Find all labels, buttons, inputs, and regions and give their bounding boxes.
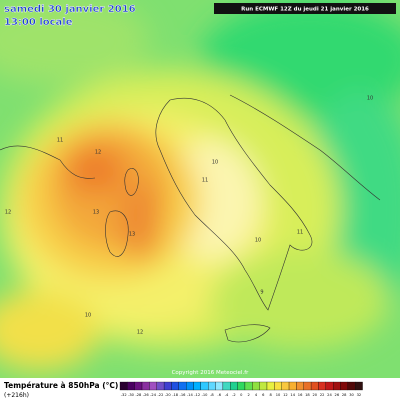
color-scale: -32 -30 -28 -26 -24 -22 -20 -18 -16 -14 -12 -10 -8 -6…: [119, 381, 363, 397]
scale-swatch: [288, 381, 297, 391]
scale-swatch: [274, 381, 282, 391]
run-box: [214, 3, 396, 14]
legend-title: Température à 850hPa (°C): [4, 381, 118, 390]
scale-swatch: [281, 381, 290, 391]
lead-time: (+216h): [4, 392, 29, 399]
contour-label: 11: [202, 178, 208, 184]
scale-label: 20: [312, 393, 317, 397]
scale-label: 10: [276, 393, 281, 397]
scale-label: -24: [150, 393, 157, 397]
scale-swatch: [340, 381, 348, 391]
copyright: Copyright 2016 Meteociel.fr: [172, 370, 250, 376]
scale-swatch: [266, 381, 275, 391]
scale-label: 0: [240, 393, 243, 397]
scale-swatch: [252, 381, 260, 391]
scale-label: -30: [128, 393, 135, 397]
scale-label: -12: [194, 393, 200, 397]
scale-swatch: [193, 381, 201, 391]
scale-label: 24: [327, 393, 332, 397]
contour-label: 10: [85, 313, 91, 319]
scale-swatch: [347, 381, 356, 391]
scale-swatch: [237, 381, 246, 391]
scale-swatch: [310, 381, 319, 391]
scale-swatch: [318, 381, 326, 391]
scale-label: 18: [305, 393, 310, 397]
scale-label: 16: [298, 393, 303, 397]
scale-swatch: [208, 381, 216, 391]
scale-swatch: [325, 381, 334, 391]
scale-swatch: [244, 381, 253, 391]
scale-label: 12: [283, 393, 288, 397]
scale-swatch: [178, 381, 187, 391]
contour-label: 11: [297, 230, 303, 236]
contour-label: 12: [5, 210, 11, 216]
scale-label: 14: [290, 393, 295, 397]
run-info: Run ECMWF 12Z du jeudi 21 janvier 2016: [241, 7, 369, 13]
coastlines: [0, 94, 381, 343]
scale-swatch: [332, 381, 341, 391]
scale-label: -32: [121, 393, 127, 397]
scale-label: -16: [180, 393, 187, 397]
contour-label: 11: [57, 138, 63, 144]
scale-swatch: [134, 381, 143, 391]
contour-label: 10: [367, 96, 373, 102]
scale-label: 8: [270, 393, 273, 397]
scale-label: -2: [232, 393, 236, 397]
contour-label: 13: [129, 232, 135, 238]
contour-label: 10: [255, 238, 261, 244]
scale-label: 2: [247, 393, 249, 397]
scale-label: -14: [187, 393, 194, 397]
scale-label: -26: [143, 393, 150, 397]
scale-swatch: [200, 381, 209, 391]
scale-label: -6: [217, 393, 221, 397]
scale-swatch: [222, 381, 231, 391]
scale-swatch: [230, 381, 238, 391]
scale-label: -8: [210, 393, 214, 397]
scale-swatch: [141, 381, 150, 391]
scale-swatch: [127, 381, 135, 391]
scale-swatch: [296, 381, 304, 391]
map-field: 12 13 13 11 10 12 11 10 10 9 12 10 11: [0, 0, 400, 378]
scale-label: -20: [165, 393, 172, 397]
contour-labels: 12 13 13 11 10 12 11 10 10 9 12 10 11: [5, 96, 373, 336]
scale-swatch: [355, 381, 363, 391]
scale-swatch: [303, 381, 312, 391]
scale-swatch: [119, 381, 128, 391]
scale-swatch: [163, 381, 172, 391]
scale-swatch: [259, 381, 268, 391]
contour-label: 12: [95, 150, 101, 156]
scale-label: 4: [255, 393, 258, 397]
scale-label: 28: [342, 393, 347, 397]
contour-label: 10: [212, 160, 218, 166]
scale-swatch: [149, 381, 157, 391]
scale-swatch: [171, 381, 179, 391]
forecast-time: 13:00 locale: [4, 17, 73, 28]
contour-label: 12: [137, 330, 143, 336]
forecast-date: samedi 30 janvier 2016: [4, 4, 136, 15]
scale-label: 26: [335, 393, 340, 397]
scale-swatch: [215, 381, 224, 391]
scale-label: -28: [135, 393, 142, 397]
scale-label: 22: [320, 393, 325, 397]
scale-label: 6: [262, 393, 265, 397]
scale-swatch: [185, 381, 194, 391]
scale-label: -22: [157, 393, 163, 397]
scale-label: 32: [357, 393, 362, 397]
scale-label: -18: [172, 393, 179, 397]
contour-label: 13: [93, 210, 99, 216]
scale-label: 30: [349, 393, 354, 397]
scale-swatch: [156, 381, 165, 391]
contour-label: 9: [260, 290, 263, 296]
scale-label: -10: [202, 393, 209, 397]
scale-label: -4: [225, 393, 229, 397]
